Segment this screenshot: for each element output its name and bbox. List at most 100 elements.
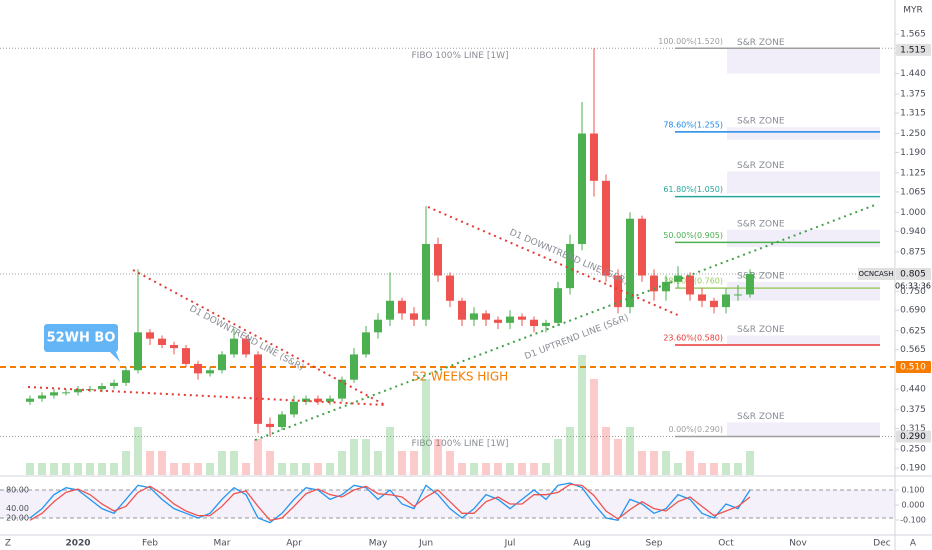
candle-body [98,385,106,390]
sr-zone-label: S&R ZONE [737,161,785,171]
volume-bar [122,451,130,475]
x-tick-label: Sep [646,539,663,549]
fib-label: 61.80%(1.050) [663,185,723,194]
volume-bar [578,355,586,475]
candle-body [182,348,190,364]
x-tick-label: Dec [873,539,890,549]
sr-zone [727,48,880,74]
sr-zone [727,422,880,437]
sr-zone [727,171,880,194]
price-label: 0.510 [900,363,926,373]
volume-bar [410,451,418,475]
candle-body [314,398,322,402]
candle-body [434,243,442,276]
volume-bar [230,451,238,475]
y-tick-label: 0.375 [900,405,926,415]
symbol-label: OCNCASH [858,270,893,278]
y-tick-label: 1.565 [900,30,926,40]
volume-bar [62,463,70,475]
volume-bar [566,427,574,475]
sr-zone [727,229,880,248]
candle-body [494,319,502,323]
candle-body [230,338,238,355]
candle-body [458,300,466,320]
candle-body [518,316,526,320]
volume-bar [206,463,214,475]
candle-body [506,316,514,323]
candle-body [242,338,250,355]
y-tick-label: 0.940 [900,227,926,237]
y-tick-label: 0.750 [900,287,926,297]
candle-body [626,218,634,308]
candle-body [110,382,118,386]
callout [44,324,118,352]
sr-zone-label: S&R ZONE [737,412,785,422]
volume-bar [338,451,346,475]
volume-bar [710,463,718,475]
volume-bar [386,427,394,475]
level-label: FIBO 100% LINE [1W] [412,439,509,449]
x-tick-label: Mar [214,539,231,549]
volume-bar [374,451,382,475]
trendline [427,206,681,317]
price-label-box [896,361,931,374]
volume-bar [674,463,682,475]
volume-bar [134,427,142,475]
price-label: 0.290 [900,432,926,442]
sr-zone-label: S&R ZONE [737,325,785,335]
volume-bar [446,451,454,475]
x-tick-label: Nov [789,539,807,549]
volume-bar [518,463,526,475]
candle-body [398,300,406,314]
candle-body [614,275,622,308]
y-tick-label: 40.00 [6,504,29,513]
candle-body [278,414,286,428]
volume-bar [266,451,274,475]
volume-bar [638,451,646,475]
y-tick-label: 0.875 [900,247,926,257]
candle-body [326,398,334,402]
candle-body [410,313,418,320]
candle-body [146,332,154,339]
volume-bar [278,463,286,475]
sr-zone-label: S&R ZONE [737,271,785,281]
candle-body [710,300,718,308]
volume-bar [182,463,190,475]
x-tick-label: Jul [504,539,516,549]
volume-bar [146,451,154,475]
candle-body [578,133,586,244]
symbol-box [858,267,895,280]
fib-label: 50.00%(0.905) [663,231,723,240]
auto-scale-button[interactable]: A [910,539,917,549]
candle-body [74,389,82,393]
candle-body [350,354,358,380]
volume-bar [542,463,550,475]
volume-bar [662,451,670,475]
trendline [254,204,876,441]
candle-body [122,370,130,383]
oscillator-line [29,482,751,524]
candle-body [206,370,214,374]
y-tick-label: 0.625 [900,326,926,336]
plot: 1.5651.5051.4401.3751.3151.2501.1901.125… [0,30,931,549]
sr-zone-label: S&R ZONE [737,38,785,48]
candle-body [362,332,370,355]
volume-bar [158,451,166,475]
volume-bar [530,463,538,475]
sr-zone [727,335,880,345]
y-tick-label: 0.250 [900,445,926,455]
candle-body [470,313,478,320]
volume-bar [362,439,370,475]
volume-bar [434,439,442,475]
y-tick-label: 0.315 [900,424,926,434]
candle-body [602,180,610,276]
volume-bar [326,463,334,475]
volume-bar [470,463,478,475]
volume-bar [626,427,634,475]
volume-bar [254,439,262,475]
zoom-button[interactable]: Z [5,539,11,549]
candle-body [26,398,34,402]
price-label-box [896,267,931,280]
y-tick-label: 1.375 [900,90,926,100]
